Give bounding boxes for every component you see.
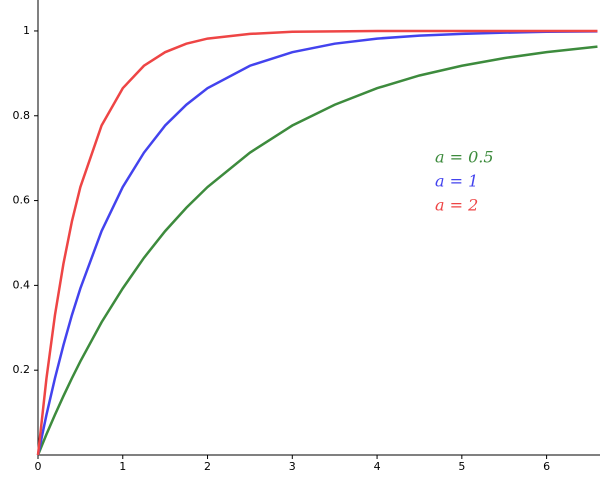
line xyxy=(36,29,598,456)
y-tick-label: 0.6 xyxy=(13,194,31,207)
legend-entry: a = 2 xyxy=(435,196,478,215)
y-tick-label: 0.4 xyxy=(13,278,31,291)
y-tick-label: 1 xyxy=(23,24,30,37)
y-tick-label: 0.2 xyxy=(13,363,31,376)
x-tick-label: 6 xyxy=(543,460,550,473)
x-tick-label: 5 xyxy=(458,460,465,473)
x-tick-label: 1 xyxy=(119,460,126,473)
line xyxy=(36,45,598,456)
line xyxy=(36,30,598,456)
x-tick-label: 2 xyxy=(204,460,211,473)
legend-entry: a = 1 xyxy=(435,172,478,191)
y-tick-label: 0.8 xyxy=(13,109,31,122)
x-tick-label: 4 xyxy=(374,460,381,473)
x-tick-label: 0 xyxy=(35,460,42,473)
x-tick-label: 3 xyxy=(289,460,296,473)
legend-entry: a = 0.5 xyxy=(435,148,494,167)
